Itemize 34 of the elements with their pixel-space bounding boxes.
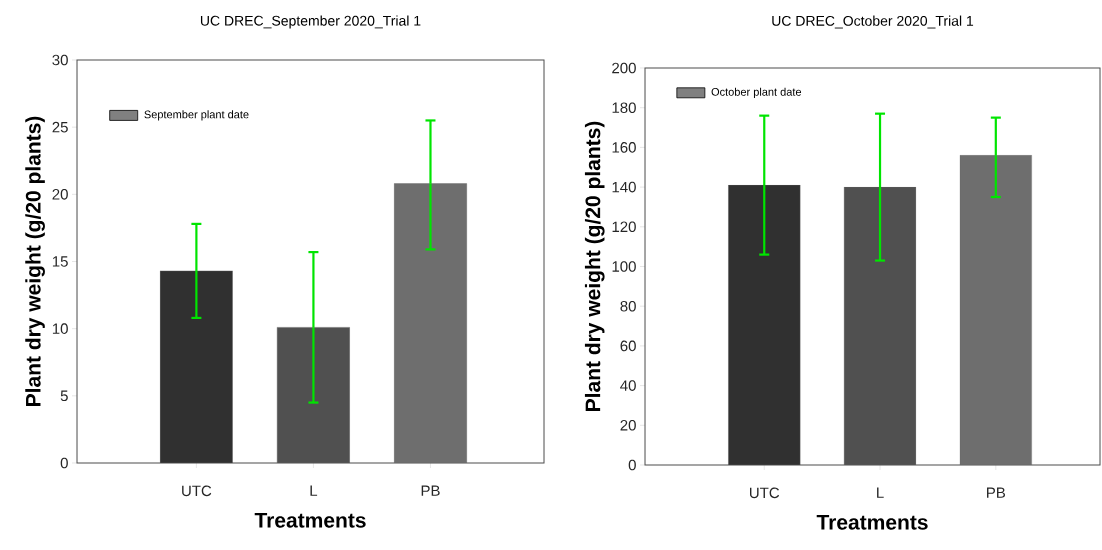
y-tick-label: 140 [612,181,636,193]
y-tick-label: 20 [620,419,636,431]
chart-title: UC DREC_October 2020_Trial 1 [772,15,974,29]
bar [159,270,233,463]
y-tick-label: 0 [60,457,68,469]
y-tick-label: 0 [628,459,636,471]
y-tick-label: 20 [52,189,68,200]
x-tick-label: UTC [182,485,212,497]
y-tick-label: 40 [620,380,636,391]
text: September plant date [144,110,249,121]
y-tick-label: 200 [612,62,636,74]
y-tick-label: 30 [52,54,68,66]
y-tick-label: 100 [612,261,636,272]
x-tick-label: PB [421,485,440,496]
y-tick-label: 60 [620,340,636,352]
x-tick-label: UTC [750,487,780,499]
text: October plant date [711,87,802,98]
x-tick-label: L [877,487,884,498]
y-tick-label: 80 [620,300,636,312]
y-tick-label: 120 [612,221,636,233]
y-tick-label: 180 [612,102,636,114]
x-tick-label: PB [987,487,1006,498]
y-axis-title: Plant dry weight (g/20 plants) [25,116,45,406]
x-axis-title: Treatments [254,513,366,528]
y-tick-label: 5 [60,390,68,402]
x-tick-label: L [310,485,318,496]
y-axis-title: Plant dry weight (g/20 plants) [584,121,605,411]
y-tick-label: 25 [52,121,68,133]
y-tick-label: 160 [612,142,636,153]
bar [393,183,467,463]
x-axis-title: Treatments [816,515,928,530]
y-tick-label: 15 [52,256,68,267]
y-tick-label: 10 [52,323,68,334]
chart-title: UC DREC_September 2020_Trial 1 [200,15,421,29]
